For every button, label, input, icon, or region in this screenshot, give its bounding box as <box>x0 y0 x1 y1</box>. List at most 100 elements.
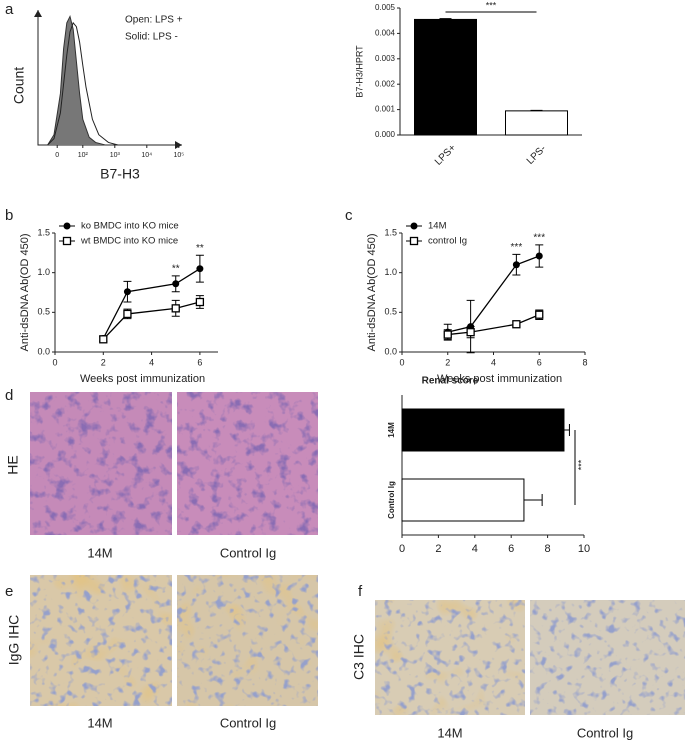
marker <box>99 335 108 344</box>
y-axis-label: Anti-dsDNA Ab(OD 450) <box>366 234 378 352</box>
caption: 14M <box>87 715 112 730</box>
x-axis-label: Weeks post immunization <box>80 373 205 385</box>
y-tick-label: 1.5 <box>384 227 397 237</box>
x-tick-label: 10³ <box>110 152 121 159</box>
annotation: *** <box>576 459 586 470</box>
x-tick-label: 2 <box>435 543 441 555</box>
y-axis-label: Count <box>11 67 27 104</box>
annotation: *** <box>533 233 545 244</box>
axis <box>401 233 585 353</box>
histogram-curve <box>47 21 119 146</box>
legend-marker <box>409 236 419 246</box>
panel-letter: a <box>5 1 14 18</box>
histology-igg <box>30 575 318 706</box>
caption: Control Ig <box>577 725 633 740</box>
panel-letter: d <box>5 387 13 404</box>
marker <box>535 310 544 319</box>
x-tick-label: 2 <box>445 357 450 367</box>
x-tick-label: 10⁵ <box>173 152 184 159</box>
y-tick-label: 0.000 <box>375 130 396 139</box>
series-line <box>447 314 540 336</box>
y-tick-label: 0.002 <box>375 79 396 88</box>
x-tick-label: 4 <box>149 357 154 367</box>
histogram-curve <box>47 14 106 146</box>
error-bar <box>530 109 543 111</box>
x-tick-label: 10 <box>578 543 590 555</box>
marker <box>123 288 131 296</box>
marker <box>123 309 132 319</box>
x-axis-label: B7-H3 <box>100 166 140 182</box>
legend-marker <box>410 222 418 230</box>
legend-label: wt BMDC into KO mice <box>80 236 178 247</box>
y-tick-label: 0.0 <box>384 346 397 356</box>
panel-letter: b <box>5 207 13 224</box>
series-line <box>102 301 201 340</box>
marker <box>443 330 452 339</box>
x-tick-label: 6 <box>197 357 202 367</box>
annotation: *** <box>511 242 523 253</box>
row-label: C3 IHC <box>351 634 367 680</box>
caption: Control Ig <box>220 545 276 560</box>
legend-label: Open: LPS + <box>125 15 183 26</box>
axis <box>37 10 182 146</box>
error-bar <box>523 494 543 506</box>
row-label: HE <box>5 455 21 474</box>
marker <box>172 280 180 288</box>
caption: 14M <box>87 545 112 560</box>
legend-label: 14M <box>428 221 447 232</box>
legend-marker <box>62 236 72 246</box>
marker <box>512 320 521 329</box>
y-tick-label: 0.5 <box>37 307 50 317</box>
y-tick-label: 0.003 <box>375 54 396 63</box>
annotation: ** <box>172 263 180 274</box>
x-axis-label: Weeks post immunization <box>437 373 562 385</box>
legend-label: control Ig <box>428 236 467 247</box>
y-tick-label: Control Ig <box>387 481 396 519</box>
marker <box>466 328 475 337</box>
bar <box>414 18 477 136</box>
x-tick-label: LPS- <box>525 143 549 167</box>
x-tick-label: 0 <box>52 357 57 367</box>
bar <box>505 110 568 136</box>
caption: Control Ig <box>220 715 276 730</box>
x-tick-label: LPS+ <box>433 142 458 167</box>
bar <box>401 408 565 452</box>
x-tick-label: 0 <box>399 543 405 555</box>
x-tick-label: 8 <box>582 357 587 367</box>
x-tick-label: 4 <box>472 543 478 555</box>
row-label: IgG IHC <box>6 615 22 666</box>
error-bar <box>439 18 452 20</box>
bar <box>401 478 525 522</box>
y-axis-label: B7-H3/HPRT <box>354 45 364 98</box>
y-tick-label: 0.5 <box>384 307 397 317</box>
annotation: *** <box>486 0 497 10</box>
series-line <box>447 255 540 333</box>
x-tick-label: 6 <box>537 357 542 367</box>
y-tick-label: 0.001 <box>375 105 396 114</box>
chart-title: Renal score <box>422 376 479 387</box>
y-tick-label: 0.005 <box>375 3 396 12</box>
y-tick-label: 1.0 <box>384 267 397 277</box>
x-tick-label: 0 <box>399 357 404 367</box>
y-axis-label: Anti-dsDNA Ab(OD 450) <box>19 234 31 352</box>
error-bar <box>563 424 570 436</box>
x-tick-label: 0 <box>55 152 59 159</box>
legend-marker <box>63 222 71 230</box>
histology-he <box>30 392 318 535</box>
panel-letter: f <box>358 583 363 600</box>
y-tick-label: 1.0 <box>37 267 50 277</box>
panel-letter: e <box>5 583 13 600</box>
caption: 14M <box>437 725 462 740</box>
axis <box>54 233 218 353</box>
y-tick-label: 0.0 <box>37 346 50 356</box>
x-tick-label: 6 <box>508 543 514 555</box>
histology-c3 <box>375 600 685 715</box>
marker <box>535 252 543 260</box>
marker <box>195 297 205 307</box>
panel-letter: c <box>345 207 353 224</box>
marker <box>512 261 520 269</box>
y-tick-label: 0.004 <box>375 29 396 38</box>
x-tick-label: 10² <box>78 152 89 159</box>
x-tick-label: 2 <box>101 357 106 367</box>
